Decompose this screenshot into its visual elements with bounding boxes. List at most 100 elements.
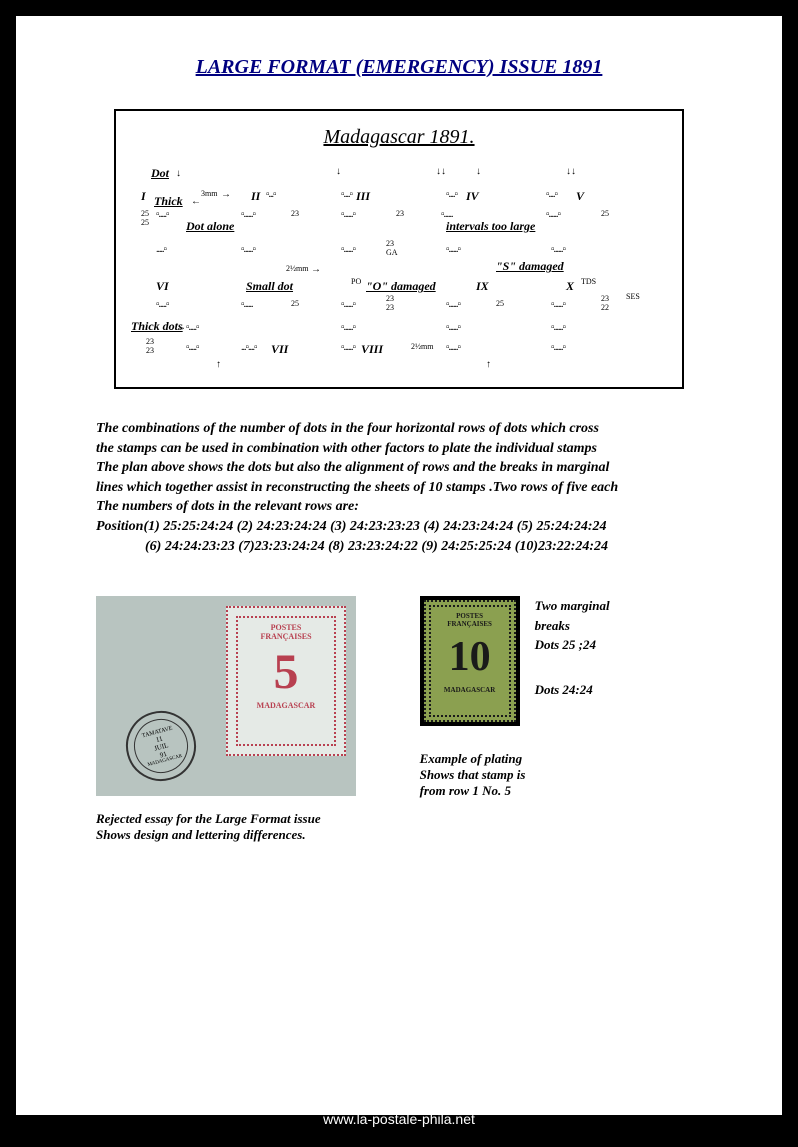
roman-8: VIII <box>361 342 383 357</box>
dots: ▫......▫ <box>551 342 565 353</box>
desc-line: (6) 24:24:23:23 (7)23:23:24:24 (8) 23:23… <box>96 537 702 557</box>
arrow-icon: ↓ <box>476 166 481 177</box>
roman-10: X <box>566 279 574 294</box>
sr-value: 10 <box>431 636 509 678</box>
arrow-icon: ↓↓ <box>436 166 446 177</box>
stamp-value: 5 <box>238 646 334 696</box>
stamps-row: POSTES FRANÇAISES 5 MADAGASCAR TAMATAVE … <box>96 596 702 843</box>
dots: ▫......▫ <box>341 299 355 310</box>
page-title: LARGE FORMAT (EMERGENCY) ISSUE 1891 <box>66 56 732 79</box>
note: breaks <box>535 616 610 636</box>
stamp-country: MADAGASCAR <box>238 701 334 710</box>
stamp-right-block: POSTES FRANÇAISES 10 MADAGASCAR Two marg… <box>420 596 702 843</box>
arrow-icon: → <box>311 264 321 275</box>
label-thick-dots: Thick dots <box>131 319 183 334</box>
num-3mm: 3mm <box>201 189 217 198</box>
dots: ...▫....▫ <box>241 342 257 353</box>
diagram-content: Dot ↓ I Thick ← 3mm → 25 25 ▫.....▫ Dot … <box>126 164 672 384</box>
dots: ▫...▫ <box>266 189 276 200</box>
dots: ▫......▫ <box>446 322 460 333</box>
stamp-left-image: POSTES FRANÇAISES 5 MADAGASCAR TAMATAVE … <box>96 596 356 796</box>
stamp-right-top: POSTES FRANÇAISES 10 MADAGASCAR Two marg… <box>420 596 702 726</box>
dots: ▫......▫ <box>341 244 355 255</box>
caption-left-2: Shows design and lettering differences. <box>96 827 360 843</box>
dots: ▫......▫ <box>341 342 355 353</box>
num-2323: 23 23 <box>386 294 394 312</box>
roman-7: VII <box>271 342 288 357</box>
dots: ▫......▫ <box>546 209 560 220</box>
sr-postes: POSTES <box>431 612 509 620</box>
label-dot: Dot <box>151 166 169 181</box>
dots: ▫......▫ <box>551 299 565 310</box>
dots: ▫.....▫ <box>156 209 169 220</box>
num-25mm: 2½mm <box>286 264 308 273</box>
dots: ▫.....▫ <box>186 322 199 333</box>
num-ses: SES <box>626 292 640 301</box>
num-2322: 23 22 <box>601 294 609 312</box>
label-s-damaged: "S" damaged <box>496 259 564 274</box>
stamp-right-image: POSTES FRANÇAISES 10 MADAGASCAR <box>420 596 520 726</box>
stamp-right-inner: POSTES FRANÇAISES 10 MADAGASCAR <box>424 600 516 722</box>
roman-3: III <box>356 189 370 204</box>
note: Dots 24:24 <box>535 680 610 700</box>
caption-right-2: Shows that stamp is <box>420 767 702 783</box>
dots: ▫......▫ <box>241 244 255 255</box>
note: Two marginal <box>535 596 610 616</box>
caption-right-1: Example of plating <box>420 751 702 767</box>
dots: ▫......▫ <box>446 299 460 310</box>
stamp-left-block: POSTES FRANÇAISES 5 MADAGASCAR TAMATAVE … <box>96 596 360 843</box>
desc-line: The plan above shows the dots but also t… <box>96 458 702 478</box>
arrow-icon: ↑ <box>216 359 221 370</box>
note: Dots 25 ;24 <box>535 635 610 655</box>
diagram-box: Madagascar 1891. Dot ↓ I Thick ← 3mm → 2… <box>114 109 684 389</box>
stamp-frame: POSTES FRANÇAISES 5 MADAGASCAR <box>226 606 346 756</box>
dots: ▫.....▫ <box>156 299 169 310</box>
roman-4: IV <box>466 189 479 204</box>
num-25: 25 <box>291 299 299 308</box>
dots: ▫......▫ <box>551 244 565 255</box>
num-25: 25 <box>601 209 609 218</box>
label-intervals: intervals too large <box>446 219 535 234</box>
sr-country: MADAGASCAR <box>431 686 509 694</box>
roman-9: IX <box>476 279 489 294</box>
arrow-icon: ↑ <box>486 359 491 370</box>
dots: ▫....▫ <box>341 189 352 200</box>
dots: ▫......▫ <box>446 342 460 353</box>
dots: ▫....▫ <box>546 189 557 200</box>
num-23: 23 <box>396 209 404 218</box>
roman-6: VI <box>156 279 169 294</box>
caption-right-3: from row 1 No. 5 <box>420 783 702 799</box>
dots: ▫......▫ <box>341 209 355 220</box>
roman-2: II <box>251 189 260 204</box>
dots: ▫...... <box>241 299 253 310</box>
desc-line: Position(1) 25:25:24:24 (2) 24:23:24:24 … <box>96 517 702 537</box>
roman-5: V <box>576 189 584 204</box>
num-2525: 25 25 <box>141 209 149 227</box>
num-25mm: 2½mm <box>411 342 433 351</box>
arrow-icon: → <box>221 189 231 200</box>
num-tds: TDS <box>581 277 596 286</box>
label-dot-alone: Dot alone <box>186 219 234 234</box>
dots: ▫......▫ <box>341 322 355 333</box>
num-po: PO <box>351 277 361 286</box>
arrow-icon: ↓ <box>176 168 181 179</box>
desc-line: lines which together assist in reconstru… <box>96 478 702 498</box>
document-page: LARGE FORMAT (EMERGENCY) ISSUE 1891 Mada… <box>16 16 782 1115</box>
label-o-damaged: "O" damaged <box>366 279 436 294</box>
dots: ▫......▫ <box>446 244 460 255</box>
arrow-icon: ↓ <box>336 166 341 177</box>
dots: ▫......▫ <box>551 322 565 333</box>
postmark-inner: TAMATAVE 11 JUIL 91 MADAGASCAR <box>128 713 194 779</box>
sr-francaises: FRANÇAISES <box>431 620 509 628</box>
desc-line: the stamps can be used in combination wi… <box>96 439 702 459</box>
num-23: 23 <box>291 209 299 218</box>
desc-line: The combinations of the number of dots i… <box>96 419 702 439</box>
diagram-header: Madagascar 1891. <box>126 126 672 149</box>
stamp-frame-inner: POSTES FRANÇAISES 5 MADAGASCAR <box>236 616 336 746</box>
description-block: The combinations of the number of dots i… <box>96 419 702 556</box>
num-25: 25 <box>496 299 504 308</box>
watermark: www.la-postale-phila.net <box>323 1111 475 1127</box>
caption-left-1: Rejected essay for the Large Format issu… <box>96 811 360 827</box>
stamp-right-inner2: POSTES FRANÇAISES 10 MADAGASCAR <box>429 605 511 717</box>
dots: ▫.....▫ <box>186 342 199 353</box>
